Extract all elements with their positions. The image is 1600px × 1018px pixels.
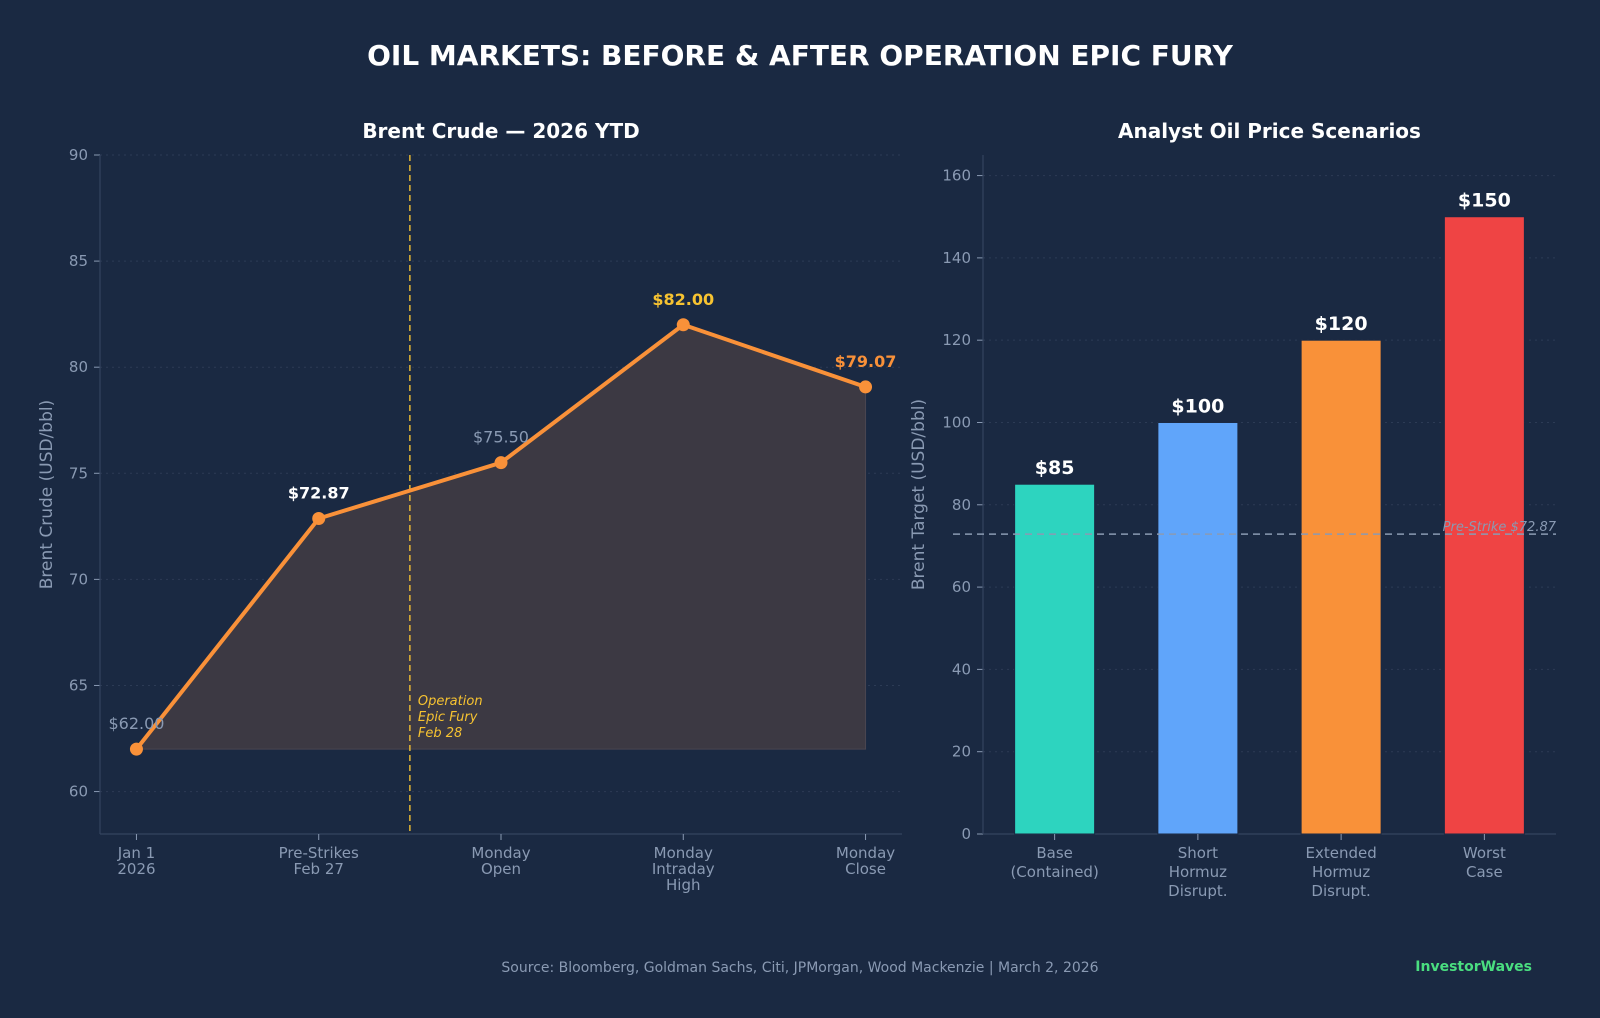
y-tick-label: 100	[942, 413, 971, 431]
scenario-bar	[1157, 421, 1239, 835]
reference-line-label: Pre-Strike $72.87	[1443, 520, 1557, 535]
line-chart-title: Brent Crude — 2026 YTD	[362, 119, 639, 143]
y-tick-label: 0	[961, 825, 971, 843]
data-label: $82.00	[652, 290, 714, 309]
data-label: $79.07	[835, 352, 897, 371]
x-tick-label: Monday Close	[836, 844, 895, 878]
scenario-bar	[1014, 483, 1096, 835]
x-tick-label: Worst Case	[1463, 844, 1506, 881]
x-tick-label: Extended Hormuz Disrupt.	[1306, 844, 1377, 900]
x-tick-label: Base (Contained)	[1010, 844, 1098, 881]
data-point	[312, 511, 326, 525]
y-tick-label: 140	[942, 249, 971, 267]
y-tick-label: 60	[69, 783, 88, 801]
brand-logo-text: InvestorWaves	[1415, 959, 1532, 975]
x-tick-label: Short Hormuz Disrupt.	[1168, 844, 1227, 900]
scenario-bar	[1300, 339, 1382, 835]
x-tick-label: Monday Open	[471, 844, 530, 878]
figure-title: OIL MARKETS: BEFORE & AFTER OPERATION EP…	[367, 39, 1234, 72]
y-axis-title: Brent Target (USD/bbl)	[909, 399, 929, 590]
data-label: $72.87	[288, 483, 350, 502]
bar-chart-title: Analyst Oil Price Scenarios	[1118, 119, 1421, 143]
data-label: $62.00	[108, 714, 164, 733]
data-point	[676, 318, 690, 332]
data-point	[494, 456, 508, 470]
x-tick-label: Pre-Strikes Feb 27	[279, 844, 359, 878]
scenario-bar	[1443, 216, 1525, 835]
bar-value-label: $150	[1458, 190, 1511, 212]
data-point	[859, 380, 873, 394]
bar-chart-panel: Analyst Oil Price Scenarios 0 20 40 60 80 100 1…	[909, 119, 1557, 900]
y-tick-label: 70	[69, 570, 88, 588]
y-tick-label: 160	[942, 167, 971, 185]
data-label: $75.50	[473, 428, 529, 447]
y-tick-label: 120	[942, 331, 971, 349]
y-tick-label: 85	[69, 252, 88, 270]
y-tick-label: 40	[952, 660, 971, 678]
y-tick-label: 65	[69, 676, 88, 694]
y-tick-label: 90	[69, 146, 88, 164]
y-tick-label: 80	[952, 496, 971, 514]
bar-value-label: $120	[1315, 313, 1368, 335]
line-chart-panel: Brent Crude — 2026 YTD 60 65 70 75 80 85 90 Bren…	[37, 119, 902, 894]
x-tick-label: Monday Intraday High	[652, 844, 715, 894]
area-fill	[135, 324, 867, 750]
event-marker-label: Operation Epic Fury Feb 28	[418, 694, 483, 741]
y-tick-label: 80	[69, 358, 88, 376]
y-tick-label: 20	[952, 743, 971, 761]
data-point	[129, 742, 143, 756]
bar-value-label: $100	[1171, 395, 1224, 417]
y-tick-label: 75	[69, 464, 88, 482]
y-axis-title: Brent Crude (USD/bbl)	[37, 400, 57, 590]
source-note: Source: Bloomberg, Goldman Sachs, Citi, …	[501, 960, 1098, 976]
x-tick-label: Jan 1 2026	[117, 844, 156, 878]
y-tick-label: 60	[952, 578, 971, 596]
bar-value-label: $85	[1035, 457, 1075, 479]
